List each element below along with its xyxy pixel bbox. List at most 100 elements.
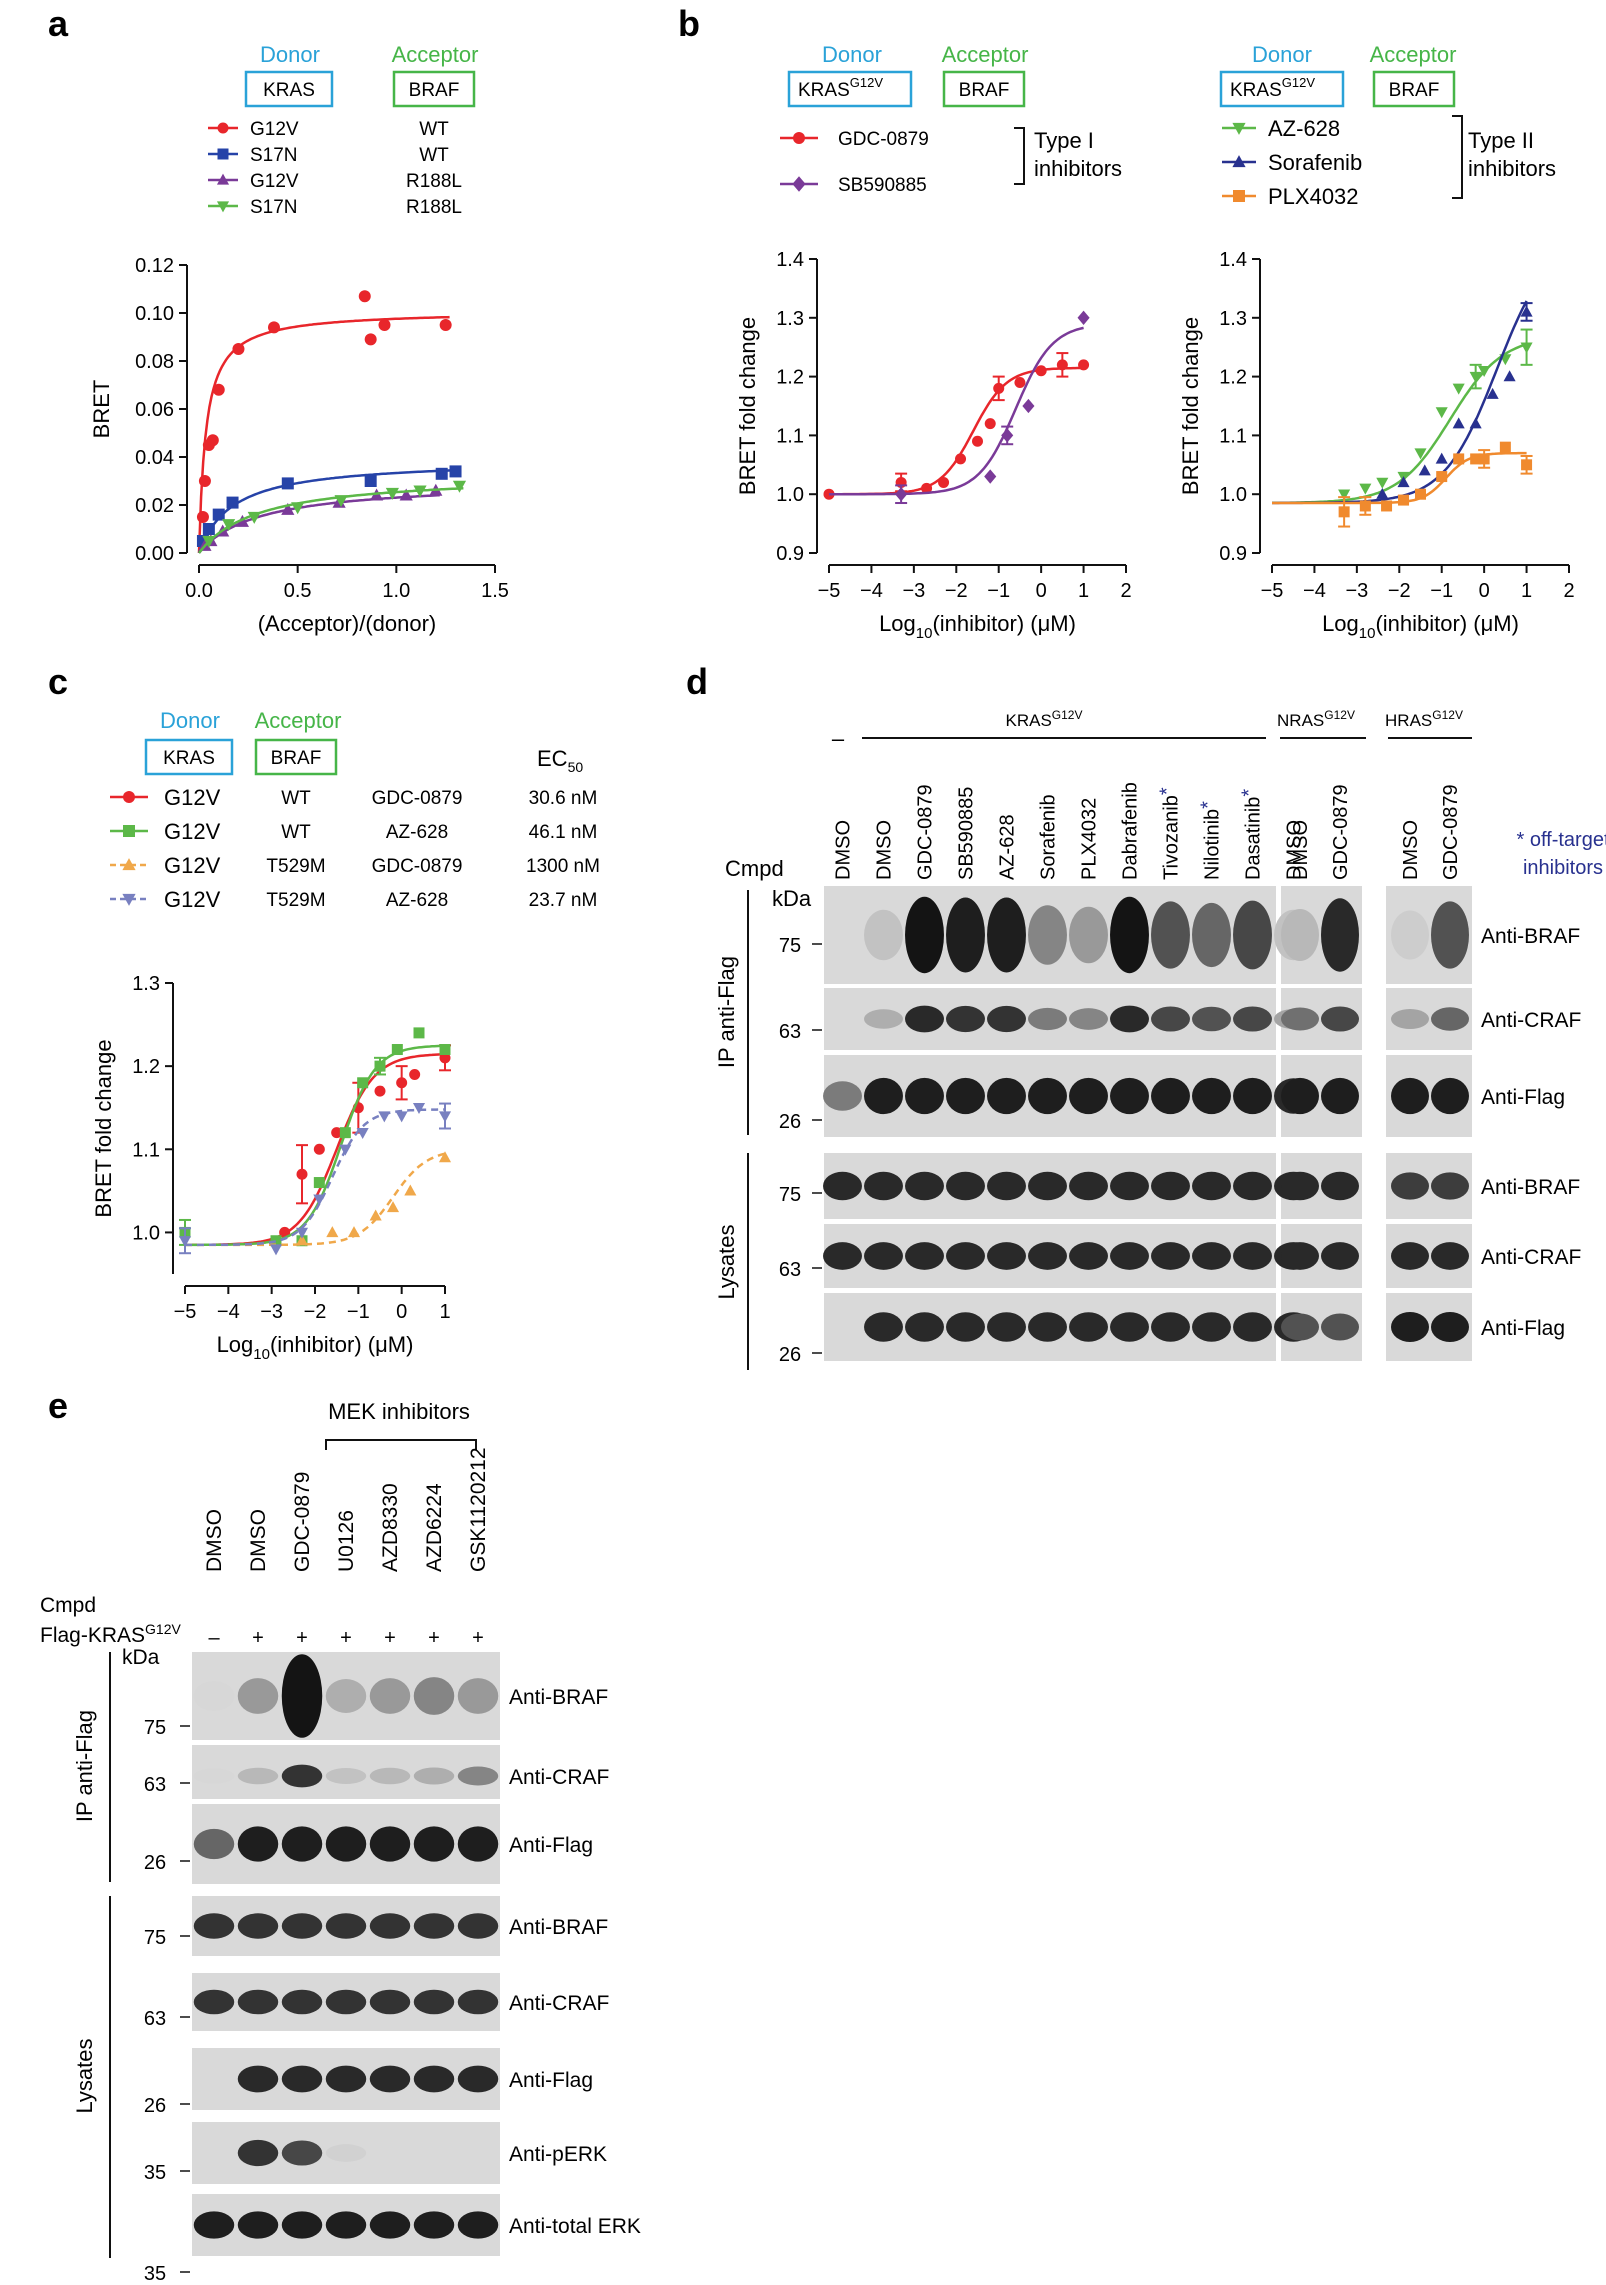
legend-b1-item-1: SB590885 bbox=[838, 175, 927, 196]
y-tick-label: 1.3 bbox=[776, 308, 804, 330]
data-point bbox=[386, 1201, 400, 1213]
data-point bbox=[1470, 453, 1482, 465]
x-axis-label-rest: (inhibitor) (μM) bbox=[1375, 611, 1518, 636]
data-point bbox=[435, 467, 448, 480]
panel-letter-e: e bbox=[48, 1385, 68, 1426]
blot-e-lane-6: GSK1120212 bbox=[467, 1447, 490, 1572]
data-point bbox=[1338, 506, 1350, 518]
data-point bbox=[269, 1244, 283, 1256]
blot-d-band bbox=[1431, 1312, 1469, 1342]
blot-e: MEK inhibitors DMSO – DMSO + GDC-0879 + U0126 + A… bbox=[40, 1399, 641, 2285]
x-axis-label-rest: (inhibitor) (μM) bbox=[932, 611, 1075, 636]
blot-d-nras-sup: G12V bbox=[1324, 708, 1355, 722]
data-point bbox=[378, 1111, 391, 1123]
blot-e-band bbox=[237, 1767, 279, 1785]
blot-d-lane-9-star: * bbox=[1198, 801, 1220, 809]
legend-b1-acceptor-box-label: BRAF bbox=[959, 80, 1010, 101]
data-point bbox=[212, 383, 225, 396]
x-tick-label: 0 bbox=[396, 1301, 407, 1323]
y-tick-label: 1.3 bbox=[1219, 308, 1247, 330]
data-point bbox=[1503, 370, 1516, 382]
legend-a: Donor Acceptor KRAS BRAF G12V WT S17N WT G12… bbox=[208, 42, 478, 218]
blot-d-band bbox=[1431, 1007, 1469, 1031]
blot-d-nras-label: NRASG12V bbox=[1277, 708, 1355, 730]
blot-d-band bbox=[1391, 1077, 1429, 1115]
legend-b1: Donor Acceptor KRASG12V BRAF GDC-0879 SB5… bbox=[780, 42, 1122, 196]
data-point bbox=[895, 487, 908, 502]
blot-e-band bbox=[369, 2211, 411, 2239]
legend-c-acceptor-1: WT bbox=[281, 822, 311, 843]
blot-d-band bbox=[864, 1077, 903, 1115]
legend-c-donor-2: G12V bbox=[164, 853, 221, 878]
data-point bbox=[1435, 452, 1448, 464]
data-point bbox=[331, 1127, 343, 1139]
data-point bbox=[198, 475, 211, 487]
legend-b2-acceptor-box-label: BRAF bbox=[1389, 80, 1440, 101]
blot-d-band bbox=[1321, 1171, 1359, 1201]
blot-d-band bbox=[1151, 1312, 1190, 1342]
x-tick-label: 1 bbox=[439, 1301, 450, 1323]
x-tick-label: −1 bbox=[987, 580, 1010, 602]
blot-d-row-label-0: Anti-BRAF bbox=[1481, 925, 1580, 948]
data-point bbox=[295, 1234, 309, 1246]
blot-e-band bbox=[457, 1766, 499, 1786]
data-point bbox=[247, 511, 261, 524]
blot-e-band bbox=[281, 1654, 323, 1738]
y-tick-label: 0.00 bbox=[135, 543, 174, 565]
data-point bbox=[1035, 365, 1047, 377]
blot-d-note-1: * off-target bbox=[1516, 829, 1606, 851]
data-point bbox=[378, 319, 391, 331]
blot-e-flag-main: Flag-KRAS bbox=[40, 1624, 145, 1647]
blot-d-band bbox=[987, 1005, 1026, 1033]
legend-c-marker-1 bbox=[123, 825, 135, 837]
blot-d-lys-label: Lysates bbox=[714, 1224, 739, 1299]
y-tick-label: 0.06 bbox=[135, 399, 174, 421]
blot-e-band bbox=[413, 1677, 455, 1715]
blot-d-band bbox=[1281, 1171, 1319, 1201]
blot-d-lane-7-text: Dabrafenib bbox=[1120, 782, 1142, 880]
y-tick-label: 0.02 bbox=[135, 495, 174, 517]
blot-e-sign-6: + bbox=[472, 1627, 484, 1649]
blot-d-band bbox=[1151, 1242, 1190, 1270]
blot-d-band bbox=[1233, 1006, 1272, 1032]
x-tick-label: 1 bbox=[1521, 580, 1532, 602]
blot-d-marker-4: 63 bbox=[779, 1259, 801, 1281]
blot-d-band bbox=[1321, 1313, 1359, 1341]
blot-d-lane-3: SB590885 bbox=[956, 787, 978, 880]
data-point bbox=[1478, 366, 1491, 378]
data-point bbox=[313, 1177, 325, 1189]
legend-c-donor-1: G12V bbox=[164, 819, 221, 844]
blot-d-band bbox=[1028, 905, 1067, 965]
legend-c-acceptor-3: T529M bbox=[266, 890, 325, 911]
blot-e-band bbox=[413, 1826, 455, 1862]
legend-a-marker-0 bbox=[217, 122, 229, 134]
blot-d-band bbox=[1431, 1172, 1469, 1200]
blot-d-lane-1-text: DMSO bbox=[874, 820, 896, 880]
blot-d-band bbox=[1110, 1242, 1149, 1270]
blot-d-band bbox=[1069, 1171, 1108, 1201]
blot-d-band bbox=[1233, 900, 1272, 970]
data-point bbox=[1435, 407, 1448, 419]
x-axis-label: Log10(inhibitor) (μM) bbox=[1322, 611, 1519, 642]
legend-c-ec50-header: EC50 bbox=[537, 746, 583, 775]
data-point bbox=[232, 343, 245, 355]
blot-d-band bbox=[1391, 1172, 1429, 1200]
panel-letter-d: d bbox=[686, 661, 708, 702]
data-point bbox=[1338, 489, 1351, 501]
x-axis-label: (Acceptor)/(donor) bbox=[258, 611, 437, 636]
blot-d-band bbox=[1110, 1312, 1149, 1342]
blot-e-band bbox=[369, 1989, 411, 2015]
blot-d-row-label-4: Anti-CRAF bbox=[1481, 1246, 1581, 1269]
blot-d-band bbox=[1321, 1006, 1359, 1032]
legend-c-donor-box bbox=[144, 738, 234, 776]
y-tick-label: 0.10 bbox=[135, 303, 174, 325]
legend-c-compound-2: GDC-0879 bbox=[372, 856, 463, 877]
blot-d-lane-11: DMSO bbox=[1284, 820, 1306, 880]
fit-line-3 bbox=[198, 487, 464, 554]
legend-b1-marker-1 bbox=[792, 176, 806, 192]
blot-d-lane-1: DMSO bbox=[874, 820, 896, 880]
blot-d-band bbox=[905, 1005, 944, 1033]
data-point bbox=[938, 476, 950, 488]
blot-e-band bbox=[281, 2065, 323, 2093]
